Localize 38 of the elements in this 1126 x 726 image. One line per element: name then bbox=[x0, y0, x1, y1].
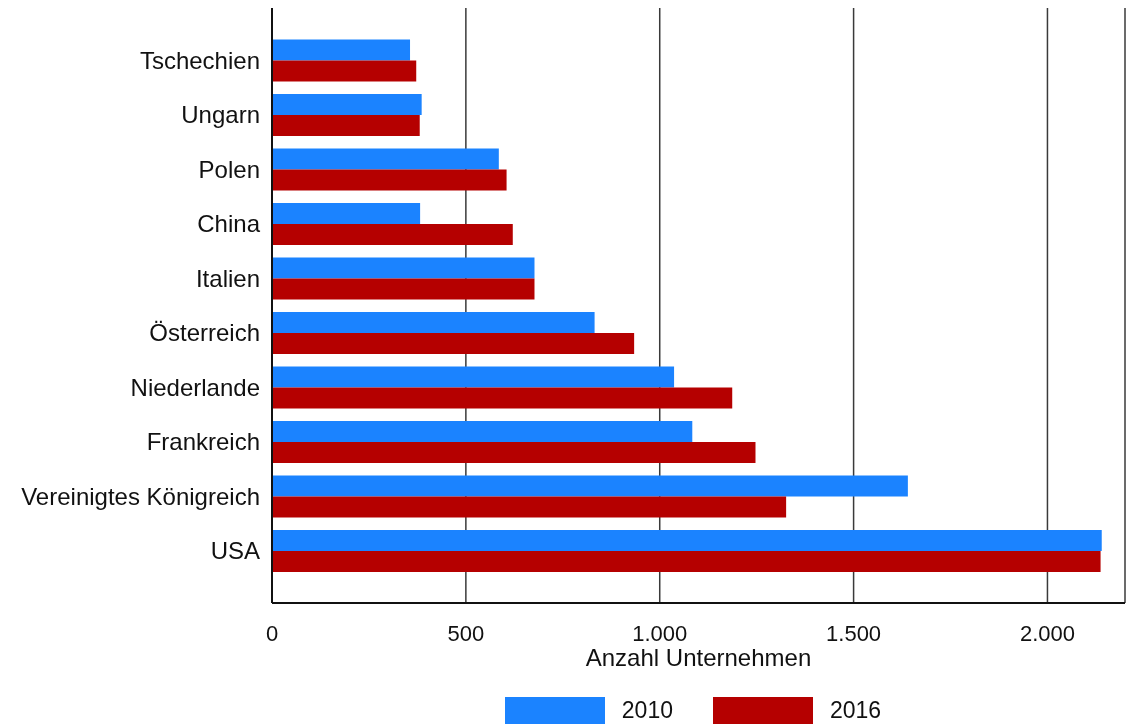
bar bbox=[272, 366, 675, 388]
legend-label: 2010 bbox=[621, 696, 673, 724]
bar bbox=[272, 115, 420, 137]
bar bbox=[272, 421, 693, 443]
legend-label: 2016 bbox=[830, 696, 882, 724]
bar bbox=[272, 312, 595, 334]
y-tick-label: Vereinigtes Königreich bbox=[21, 482, 260, 510]
y-tick-label: USA bbox=[210, 537, 260, 565]
x-tick-label: 2.000 bbox=[1019, 620, 1075, 646]
bar bbox=[272, 148, 499, 170]
bar bbox=[272, 496, 787, 518]
bar bbox=[272, 94, 422, 116]
bar bbox=[272, 224, 513, 246]
bar bbox=[272, 60, 417, 82]
bar bbox=[272, 169, 507, 191]
bar bbox=[272, 333, 635, 355]
y-tick-label: Ungarn bbox=[181, 101, 260, 129]
y-tick-label: Italien bbox=[195, 264, 260, 292]
x-tick-label: 1.500 bbox=[826, 620, 882, 646]
y-tick-label: Polen bbox=[198, 155, 260, 183]
y-tick-label: Niederlande bbox=[130, 373, 260, 401]
bar bbox=[272, 530, 1102, 552]
y-tick-label: Tschechien bbox=[139, 46, 260, 74]
x-tick-label: 0 bbox=[265, 620, 279, 646]
bar bbox=[272, 257, 535, 279]
x-tick-label: 1.000 bbox=[632, 620, 688, 646]
y-tick-label: China bbox=[197, 210, 261, 238]
bar bbox=[272, 475, 908, 497]
y-tick-label: Frankreich bbox=[146, 428, 260, 456]
bar bbox=[272, 442, 756, 464]
x-axis-title: Anzahl Unternehmen bbox=[585, 644, 812, 671]
bar bbox=[272, 551, 1101, 573]
bar bbox=[272, 203, 421, 225]
bar bbox=[272, 278, 535, 300]
bar bbox=[272, 39, 411, 61]
x-tick-label: 500 bbox=[447, 620, 485, 646]
bar bbox=[272, 387, 733, 409]
y-tick-label: Österreich bbox=[149, 319, 260, 347]
